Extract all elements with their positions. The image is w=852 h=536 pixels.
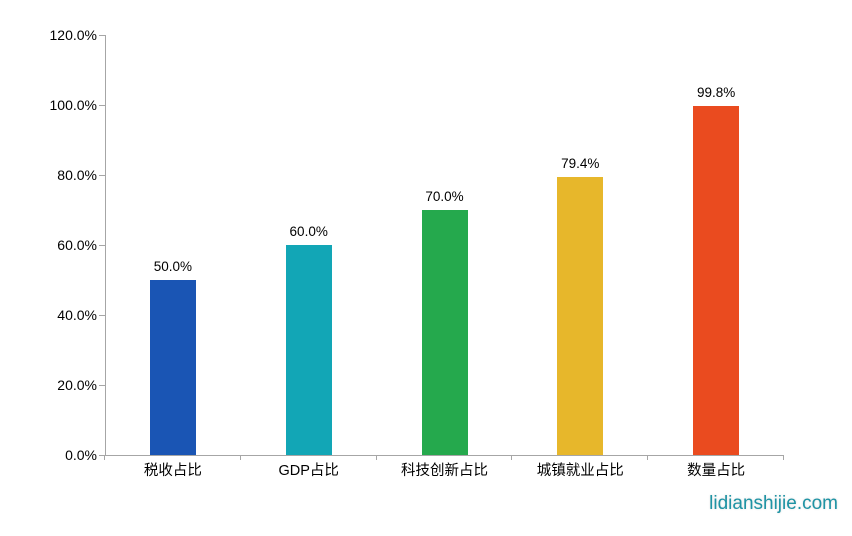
watermark: lidianshijie.com [709,493,838,514]
bar [557,177,604,455]
bar [693,106,740,455]
y-tick-mark [99,315,105,316]
data-label: 70.0% [425,189,464,204]
y-tick-mark [99,455,105,456]
data-label: 99.8% [696,85,736,100]
y-tick-mark [99,175,105,176]
x-tick-mark [647,455,649,460]
x-tick-mark [104,455,105,460]
category-label: 数量占比 [687,463,746,479]
y-tick-label: 60.0% [57,237,97,253]
y-tick-mark [99,35,105,36]
y-tick-label: 100.0% [49,97,97,113]
y-tick-label: 0.0% [65,447,97,463]
data-label: 60.0% [289,224,328,239]
category-label: 税收占比 [143,463,202,479]
x-tick-mark [239,455,241,460]
y-tick-mark [99,105,105,106]
y-tick-label: 120.0% [49,27,97,43]
data-label: 50.0% [153,259,193,274]
y-tick-mark [99,245,105,246]
category-label: GDP占比 [278,463,339,479]
x-tick-mark [783,455,784,460]
category-label: 城镇就业占比 [536,463,624,479]
category-label: 科技创新占比 [401,463,488,479]
y-tick-label: 80.0% [57,167,97,183]
x-tick-mark [511,455,513,460]
data-label: 79.4% [561,156,600,171]
y-axis-line [105,35,106,455]
bar [421,210,468,455]
x-tick-mark [375,455,377,460]
y-tick-label: 20.0% [57,377,97,393]
bar [285,245,332,455]
x-axis-line [105,455,784,456]
y-tick-label: 40.0% [57,307,97,323]
bar [149,280,196,455]
y-tick-mark [99,385,105,386]
